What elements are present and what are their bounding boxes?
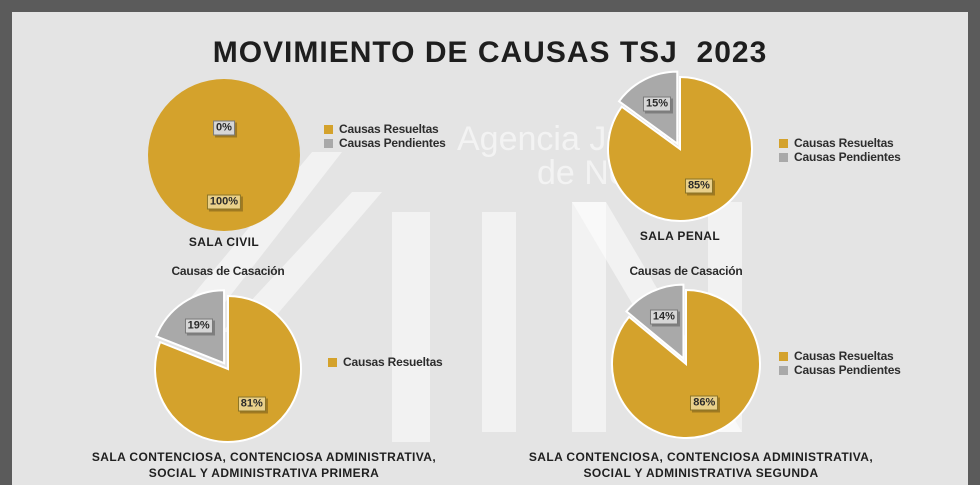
legend-label: Causas Resueltas <box>343 355 443 369</box>
legend-swatch <box>324 138 333 148</box>
legend-swatch <box>779 365 788 375</box>
legend-label: Causas Pendientes <box>339 136 446 150</box>
legend-swatch <box>779 351 788 361</box>
legend-item: Causas Pendientes <box>779 150 901 164</box>
legend-label: Causas Resueltas <box>339 122 439 136</box>
pie-slice-resueltas <box>607 75 753 222</box>
chart-label: SALA CIVIL <box>188 235 260 249</box>
legend-swatch <box>779 152 788 162</box>
page-title: MOVIMIENTO DE CAUSAS TSJ 2023 <box>212 36 768 69</box>
data-label-pendientes: 19% <box>184 318 213 334</box>
chart-label: SALA PENAL <box>639 229 721 243</box>
legend-swatch <box>779 138 788 148</box>
data-label-resueltas: 100% <box>206 194 242 210</box>
legend-swatch <box>324 124 333 134</box>
pie-charts <box>148 70 761 443</box>
legend-item: Causas Resueltas <box>779 136 901 150</box>
legend-label: Causas Pendientes <box>794 363 901 377</box>
infographic-frame: Agencia Judicial de Noticias MOVIMIENTO … <box>12 12 968 485</box>
chart-subtitle: Causas de Casación <box>171 264 285 278</box>
pie-slice-resueltas <box>148 79 300 231</box>
data-label-resueltas: 85% <box>684 178 713 194</box>
legend-label: Causas Resueltas <box>794 136 894 150</box>
legend-item: Causas Resueltas <box>324 122 446 136</box>
chart-legend: Causas Resueltas <box>328 355 443 369</box>
data-label-resueltas: 86% <box>690 395 719 411</box>
chart-label: SALA CONTENCIOSA, CONTENCIOSA ADMINISTRA… <box>528 450 874 480</box>
data-label-pendientes: 14% <box>649 309 678 325</box>
data-label-resueltas: 81% <box>237 396 266 412</box>
chart-subtitle: Causas de Casación <box>629 264 743 278</box>
chart-label: SALA CONTENCIOSA, CONTENCIOSA ADMINISTRA… <box>91 450 437 480</box>
legend-item: Causas Pendientes <box>324 136 446 150</box>
legend-item: Causas Pendientes <box>779 363 901 377</box>
chart-legend: Causas Resueltas Causas Pendientes <box>779 136 901 164</box>
legend-item: Causas Resueltas <box>328 355 443 369</box>
legend-label: Causas Resueltas <box>794 349 894 363</box>
chart-legend: Causas Resueltas Causas Pendientes <box>324 122 446 150</box>
legend-label: Causas Pendientes <box>794 150 901 164</box>
data-label-pendientes: 15% <box>642 96 672 112</box>
chart-legend: Causas Resueltas Causas Pendientes <box>779 349 901 377</box>
data-label-pendientes: 0% <box>213 120 235 136</box>
legend-item: Causas Resueltas <box>779 349 901 363</box>
pie-slice-resueltas <box>611 288 761 439</box>
legend-swatch <box>328 357 337 367</box>
